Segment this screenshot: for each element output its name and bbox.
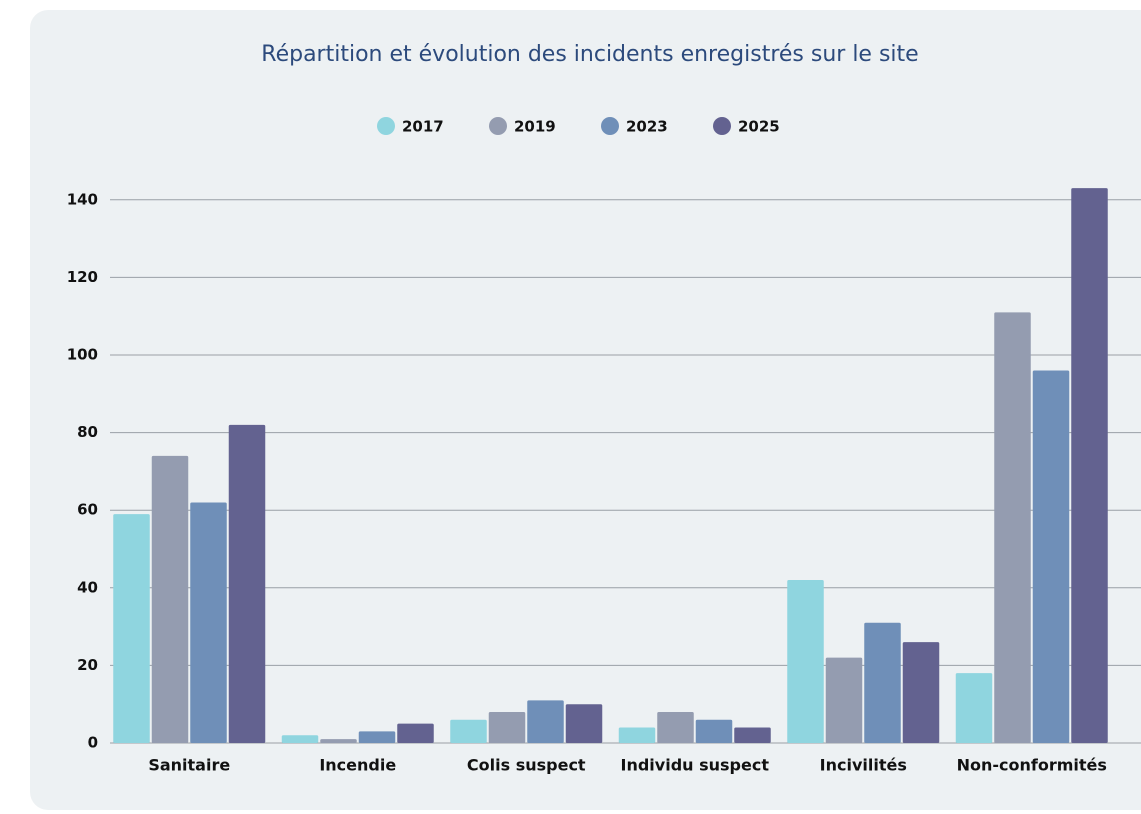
x-tick-label: Sanitaire <box>148 756 230 775</box>
x-tick-label: Incivilités <box>820 756 907 775</box>
y-tick-label: 60 <box>77 501 98 519</box>
legend-label: 2025 <box>738 118 780 136</box>
bar <box>397 723 434 743</box>
card <box>30 10 1141 810</box>
bar <box>190 502 227 743</box>
bar <box>113 514 150 743</box>
bar <box>695 719 733 743</box>
y-tick-label: 0 <box>88 734 98 752</box>
bar <box>657 711 694 743</box>
y-tick-label: 120 <box>67 268 98 286</box>
legend-swatch <box>377 117 395 135</box>
x-tick-label: Incendie <box>319 756 396 775</box>
bar <box>320 739 357 743</box>
legend-label: 2019 <box>514 118 556 136</box>
y-tick-label: 140 <box>67 190 98 208</box>
bar <box>1071 188 1108 743</box>
bar <box>281 735 319 743</box>
bar <box>565 704 603 743</box>
bar <box>151 455 189 743</box>
bar <box>358 731 396 743</box>
y-tick-label: 20 <box>77 656 98 674</box>
legend-label: 2017 <box>402 118 444 136</box>
bar <box>955 673 993 743</box>
y-tick-label: 40 <box>77 578 98 596</box>
bar <box>825 657 863 743</box>
bar <box>994 312 1031 743</box>
legend-swatch <box>489 117 507 135</box>
bar <box>734 727 771 743</box>
bar <box>902 642 940 743</box>
bar <box>618 727 656 743</box>
bar <box>527 700 564 743</box>
x-tick-label: Individu suspect <box>621 756 770 775</box>
legend-swatch <box>713 117 731 135</box>
bar <box>450 719 487 743</box>
bar <box>228 424 266 743</box>
x-tick-label: Colis suspect <box>467 756 586 775</box>
chart-title: Répartition et évolution des incidents e… <box>261 42 918 67</box>
bar <box>488 711 526 743</box>
x-tick-label: Non-conformités <box>957 756 1107 775</box>
legend-swatch <box>601 117 619 135</box>
bar <box>787 580 824 743</box>
bar <box>1032 370 1070 743</box>
y-tick-label: 100 <box>67 346 98 364</box>
bar <box>864 622 901 743</box>
legend-label: 2023 <box>626 118 668 136</box>
y-tick-label: 80 <box>77 423 98 441</box>
